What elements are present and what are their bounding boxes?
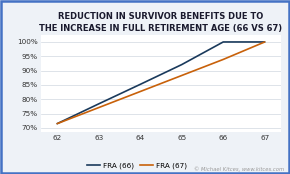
Text: © Michael Kitces, www.kitces.com: © Michael Kitces, www.kitces.com [194, 167, 284, 172]
Title: REDUCTION IN SURVIVOR BENEFITS DUE TO
THE INCREASE IN FULL RETIREMENT AGE (66 VS: REDUCTION IN SURVIVOR BENEFITS DUE TO TH… [39, 12, 282, 33]
Legend: FRA (66), FRA (67): FRA (66), FRA (67) [84, 159, 190, 172]
